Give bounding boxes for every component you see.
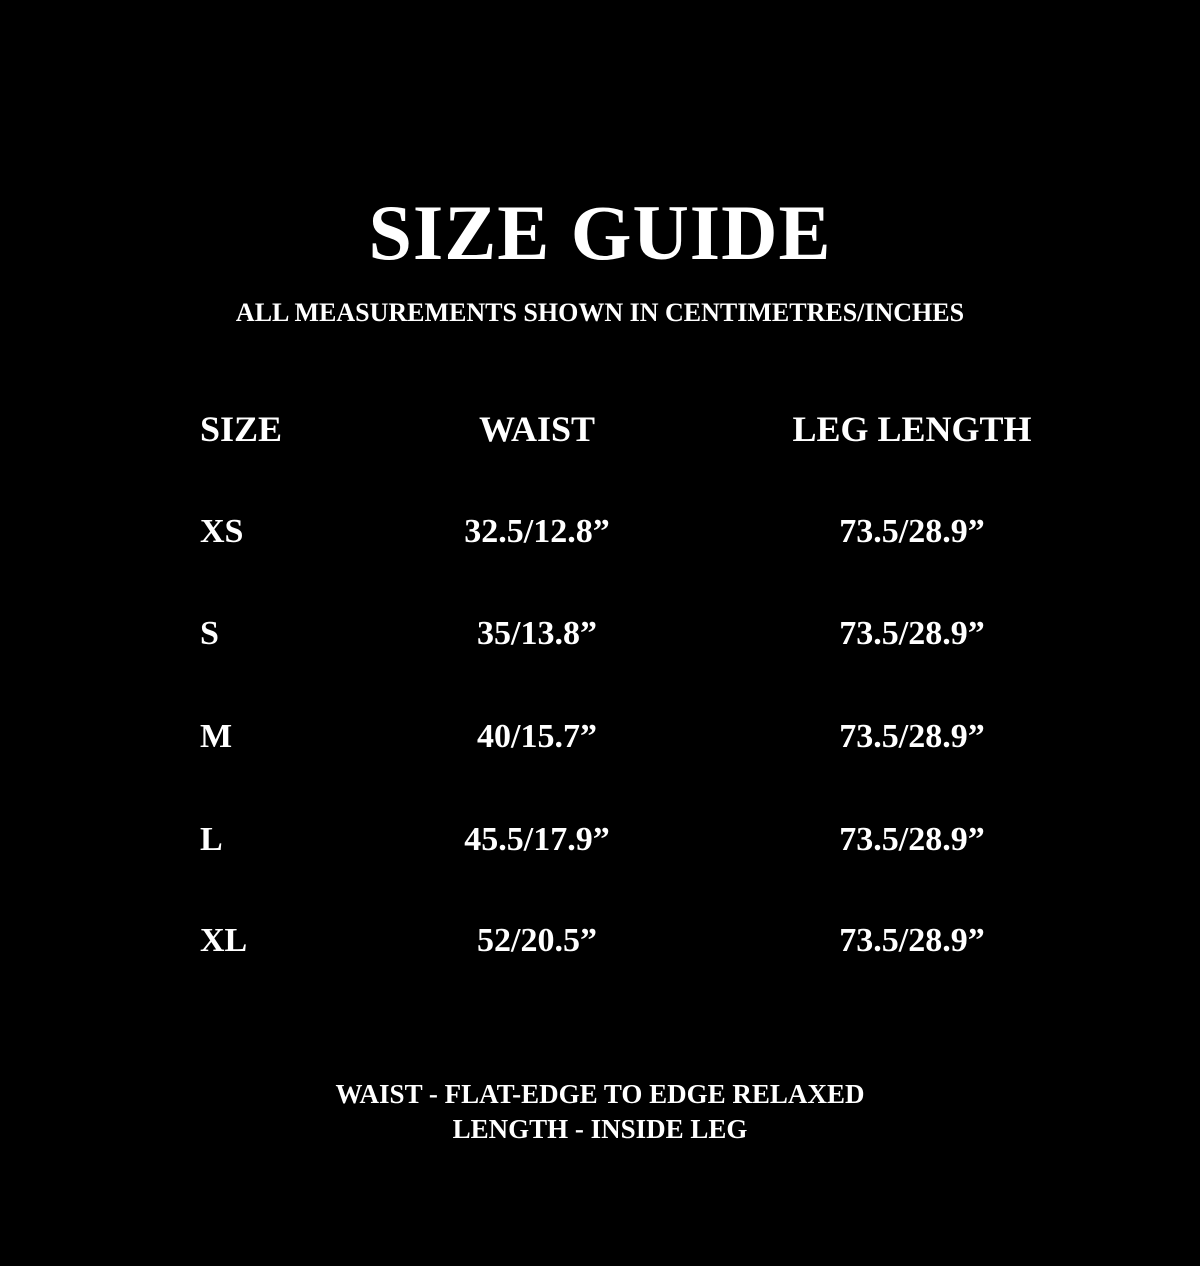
- cell-waist: 52/20.5”: [477, 922, 597, 959]
- note-length: LENGTH - INSIDE LEG: [452, 1114, 748, 1144]
- cell-waist: 45.5/17.9”: [464, 821, 610, 858]
- cell-size: S: [200, 615, 219, 652]
- cell-leg-length: 73.5/28.9”: [839, 718, 985, 755]
- note-waist: WAIST - FLAT-EDGE TO EDGE RELAXED: [335, 1079, 865, 1109]
- cell-size: XS: [200, 513, 244, 550]
- page-title: SIZE GUIDE: [368, 189, 832, 276]
- subtitle: ALL MEASUREMENTS SHOWN IN CENTIMETRES/IN…: [235, 298, 965, 327]
- cell-leg-length: 73.5/28.9”: [839, 615, 985, 652]
- cell-leg-length: 73.5/28.9”: [839, 922, 985, 959]
- cell-waist: 32.5/12.8”: [464, 513, 610, 550]
- cell-size: M: [200, 718, 233, 755]
- cell-size: XL: [200, 922, 248, 959]
- cell-leg-length: 73.5/28.9”: [839, 513, 985, 550]
- cell-size: L: [200, 821, 223, 858]
- cell-leg-length: 73.5/28.9”: [839, 821, 985, 858]
- header-leg-length: LEG LENGTH: [792, 409, 1032, 449]
- header-waist: WAIST: [478, 409, 596, 449]
- cell-waist: 40/15.7”: [477, 718, 597, 755]
- header-size: SIZE: [200, 409, 283, 449]
- cell-waist: 35/13.8”: [477, 615, 597, 652]
